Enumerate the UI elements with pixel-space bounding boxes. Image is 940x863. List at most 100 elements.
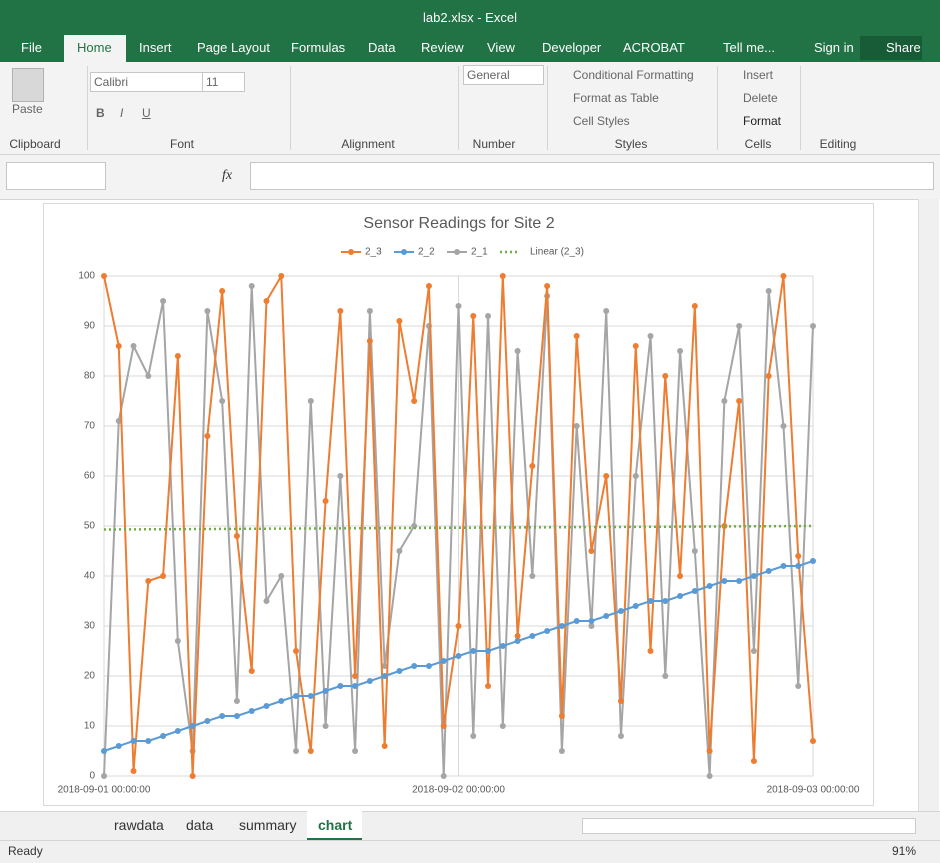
data-point bbox=[662, 598, 669, 604]
font-size[interactable]: 11 bbox=[202, 72, 245, 92]
legend-label: Linear (2_3) bbox=[530, 247, 584, 258]
cell-styles[interactable]: Cell Styles bbox=[573, 114, 630, 128]
data-point bbox=[130, 738, 137, 744]
data-point bbox=[352, 683, 359, 689]
data-point bbox=[174, 353, 181, 359]
data-point bbox=[307, 748, 314, 754]
data-point bbox=[736, 398, 743, 404]
tab[interactable]: File bbox=[21, 40, 42, 55]
tab[interactable]: ACROBAT bbox=[623, 40, 685, 55]
vertical-scrollbar[interactable] bbox=[918, 199, 939, 811]
data-point bbox=[750, 758, 757, 764]
data-point bbox=[514, 638, 521, 644]
data-point bbox=[115, 743, 122, 749]
tab[interactable]: View bbox=[487, 40, 515, 55]
delete[interactable]: Delete bbox=[743, 91, 778, 105]
data-point bbox=[455, 653, 462, 659]
data-point bbox=[204, 433, 211, 439]
y-tick-label: 30 bbox=[84, 621, 96, 632]
tell-me[interactable]: Tell me... bbox=[723, 40, 776, 55]
data-point bbox=[440, 773, 447, 779]
tab[interactable]: Review bbox=[421, 40, 464, 55]
number-format[interactable]: General bbox=[463, 65, 544, 85]
tab[interactable]: Formulas bbox=[291, 40, 346, 55]
window-title: lab2.xlsx - Excel bbox=[423, 10, 517, 25]
data-point bbox=[588, 623, 595, 629]
data-point bbox=[588, 548, 595, 554]
italic[interactable]: I bbox=[120, 106, 124, 120]
data-point bbox=[529, 633, 536, 639]
y-tick-label: 0 bbox=[89, 771, 95, 782]
tab[interactable]: Insert bbox=[139, 40, 172, 55]
data-point bbox=[573, 333, 580, 339]
tab[interactable]: Developer bbox=[542, 40, 602, 55]
name-box[interactable] bbox=[6, 162, 106, 190]
data-point bbox=[101, 748, 107, 754]
group-label: Alignment bbox=[341, 137, 395, 151]
share[interactable]: Share bbox=[886, 40, 921, 55]
fx-button[interactable]: fx bbox=[222, 168, 233, 183]
data-point bbox=[529, 573, 536, 579]
data-point bbox=[617, 698, 624, 704]
sheet-tab[interactable]: rawdata bbox=[114, 817, 164, 833]
format-as-table[interactable]: Format as Table bbox=[573, 91, 659, 105]
sheet-tab[interactable]: data bbox=[186, 817, 214, 833]
data-point bbox=[396, 548, 403, 554]
legend-label: 2_2 bbox=[418, 247, 435, 258]
tab[interactable]: Page Layout bbox=[197, 40, 271, 55]
data-point bbox=[278, 273, 285, 279]
data-point bbox=[721, 398, 728, 404]
data-point bbox=[721, 578, 728, 584]
data-point bbox=[440, 658, 447, 664]
data-point bbox=[662, 373, 669, 379]
data-point bbox=[411, 398, 418, 404]
bold[interactable]: B bbox=[96, 106, 105, 120]
horizontal-scrollbar[interactable] bbox=[582, 818, 916, 834]
data-point bbox=[381, 663, 388, 669]
paste-icon[interactable] bbox=[12, 68, 44, 102]
legend-marker bbox=[348, 249, 354, 255]
data-point bbox=[381, 673, 388, 679]
zoom: 91% bbox=[892, 844, 917, 858]
data-point bbox=[337, 473, 344, 479]
data-point bbox=[160, 298, 167, 304]
data-point bbox=[352, 673, 359, 679]
x-tick-label: 2018-09-03 00:00:00 bbox=[767, 785, 860, 796]
data-point bbox=[101, 773, 107, 779]
data-point bbox=[706, 773, 713, 779]
y-tick-label: 80 bbox=[84, 371, 96, 382]
conditional-formatting[interactable]: Conditional Formatting bbox=[573, 68, 694, 82]
tab[interactable]: Home bbox=[77, 40, 112, 55]
sign-in[interactable]: Sign in bbox=[814, 40, 854, 55]
sheet-tab[interactable]: summary bbox=[239, 817, 297, 833]
font-name[interactable]: Calibri bbox=[90, 72, 203, 92]
sheet-tab[interactable]: chart bbox=[318, 817, 353, 833]
y-tick-label: 100 bbox=[78, 271, 95, 282]
data-point bbox=[736, 578, 743, 584]
paste[interactable]: Paste bbox=[12, 102, 43, 116]
data-point bbox=[233, 698, 240, 704]
trendline bbox=[103, 524, 814, 531]
data-point bbox=[366, 338, 373, 344]
format[interactable]: Format bbox=[743, 114, 782, 128]
data-point bbox=[736, 323, 743, 329]
data-point bbox=[691, 303, 698, 309]
formula-input[interactable] bbox=[250, 162, 934, 190]
data-point bbox=[219, 398, 226, 404]
data-point bbox=[677, 348, 684, 354]
data-point bbox=[573, 423, 580, 429]
separator bbox=[458, 66, 459, 150]
tab[interactable]: Data bbox=[368, 40, 396, 55]
y-tick-label: 70 bbox=[84, 421, 96, 432]
data-point bbox=[322, 723, 329, 729]
legend-label: 2_3 bbox=[365, 247, 382, 258]
data-point bbox=[322, 498, 329, 504]
data-point bbox=[233, 533, 240, 539]
underline[interactable]: U bbox=[142, 106, 151, 120]
data-point bbox=[233, 713, 240, 719]
data-point bbox=[470, 733, 477, 739]
separator bbox=[800, 66, 801, 150]
data-point bbox=[558, 623, 565, 629]
data-point bbox=[499, 273, 506, 279]
insert[interactable]: Insert bbox=[743, 68, 774, 82]
